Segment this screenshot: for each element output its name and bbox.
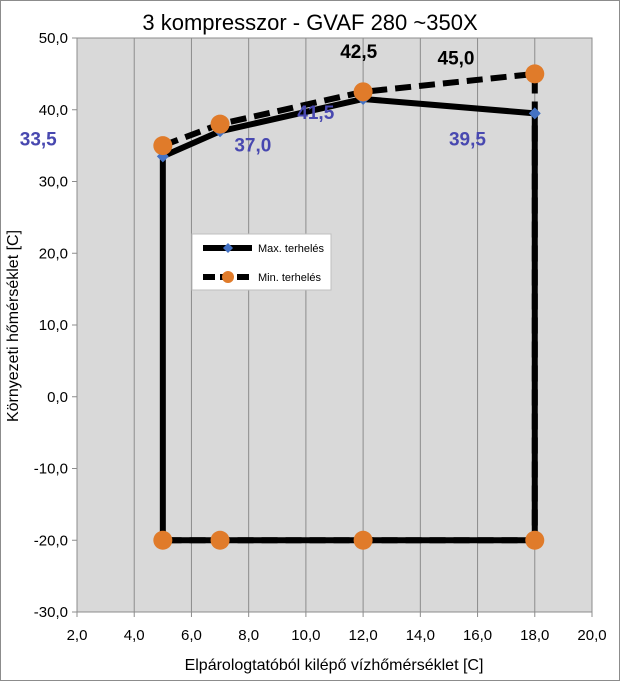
min-load-point [210,530,230,550]
x-tick-label: 16,0 [463,627,492,644]
x-axis-ticks: 2,0 4,0 6,0 8,0 10,0 12,0 14,0 16,0 18,0 20,0 [67,612,607,644]
data-label: 41,5 [297,103,334,124]
max-load-point [528,107,541,120]
legend-label: Max. terhelés [258,243,325,255]
x-tick-label: 6,0 [181,627,202,644]
series-group [153,64,545,550]
x-axis-title: Elpárologtatóból kilépő vízhőmérséklet [… [185,657,484,674]
min-load-point [210,114,230,134]
min-load-point [153,530,173,550]
data-label: 39,5 [449,130,486,151]
data-label: 37,0 [234,135,271,156]
x-tick-label: 4,0 [124,627,145,644]
min-load-point [353,530,373,550]
data-label: 42,5 [340,42,377,63]
x-tick-label: 2,0 [67,627,88,644]
y-tick-label: -20,0 [34,532,68,549]
plot-area [76,37,593,613]
y-tick-label: 30,0 [39,174,68,191]
x-tick-label: 20,0 [577,627,606,644]
y-tick-label: 50,0 [39,30,68,47]
x-tick-label: 10,0 [291,627,320,644]
legend-marker [223,243,233,253]
y-tick-label: 40,0 [39,102,68,119]
min-load-point [353,82,373,102]
data-label: 45,0 [438,49,475,70]
min-load-point [525,64,545,84]
y-tick-label: -30,0 [34,604,68,621]
data-labels: 33,5 37,0 41,5 39,5 42,5 45,0 [20,42,487,156]
legend-marker [222,271,234,283]
x-tick-label: 12,0 [349,627,378,644]
data-label: 33,5 [20,130,57,151]
x-tick-label: 14,0 [406,627,435,644]
y-tick-label: 20,0 [39,245,68,262]
legend-box [191,233,332,291]
series-line [161,70,538,544]
y-tick-label: -10,0 [34,461,68,478]
legend-label: Min. terhelés [258,272,321,284]
x-tick-label: 8,0 [238,627,259,644]
min-load-point [153,136,173,156]
y-axis-ticks: 50,0 40,0 30,0 20,0 10,0 0,0 -10,0 -20,0 -30,0 [34,30,77,621]
y-tick-label: 10,0 [39,317,68,334]
legend: Max. terhelés Min. terhelés [191,233,332,291]
chart-title: 3 kompresszor - GVAF 280 ~350X [142,10,478,35]
x-tick-label: 18,0 [520,627,549,644]
min-load-point [525,530,545,550]
y-axis-title: Környezeti hőmérséklet [C] [5,230,22,422]
y-tick-label: 0,0 [47,389,68,406]
